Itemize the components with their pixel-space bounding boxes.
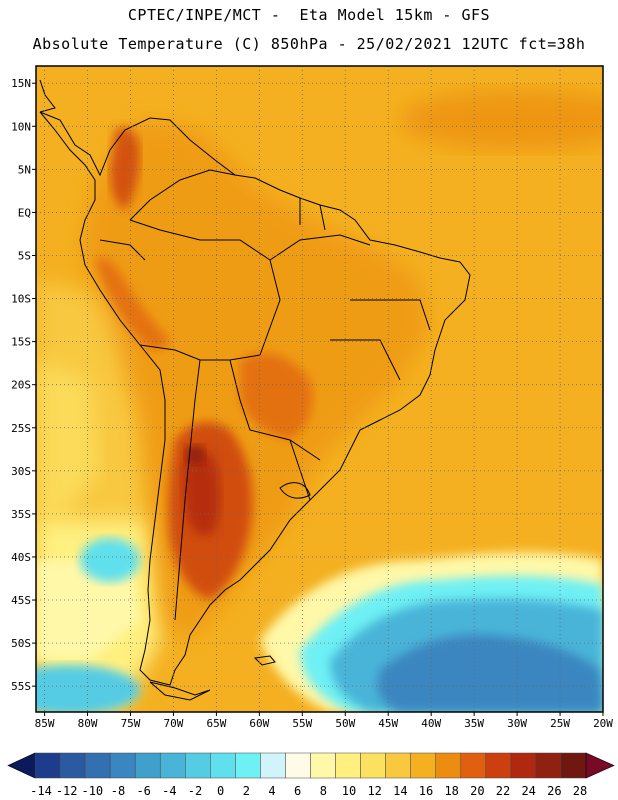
colorbar-label: 14	[393, 784, 407, 798]
lon-tick-label: 50W	[335, 717, 355, 730]
colorbar-label: -4	[162, 784, 176, 798]
colorbar-label: -8	[111, 784, 125, 798]
colorbar-label: 2	[243, 784, 250, 798]
lon-tick-label: 40W	[421, 717, 441, 730]
lat-tick-label: EQ	[18, 206, 31, 219]
colorbar-label: -12	[56, 784, 78, 798]
lon-tick-label: 65W	[206, 717, 226, 730]
colorbar-label: -6	[136, 784, 150, 798]
lon-tick-label: 60W	[249, 717, 269, 730]
colorbar-swatch	[210, 752, 236, 779]
lat-tick-label: 35S	[11, 508, 31, 521]
colorbar-swatch	[560, 752, 587, 779]
lon-tick-label: 25W	[550, 717, 570, 730]
lat-tick-label: 30S	[11, 465, 31, 478]
lon-tick-label: 55W	[292, 717, 312, 730]
lon-tick-label: 80W	[78, 717, 98, 730]
colorbar-swatch	[535, 752, 562, 779]
lon-tick-label: 20W	[593, 717, 613, 730]
colorbar-swatch	[134, 752, 161, 779]
lat-tick-label: 15N	[11, 77, 31, 90]
lon-tick-label: 30W	[507, 717, 527, 730]
colorbar-swatch	[410, 752, 436, 779]
colorbar-swatch	[185, 752, 211, 779]
colorbar-swatch	[59, 752, 86, 779]
colorbar-swatch	[285, 752, 311, 779]
colorbar-swatch	[235, 752, 261, 779]
colorbar-label: 0	[217, 784, 224, 798]
colorbar-swatch	[360, 752, 386, 779]
colorbar-label: 16	[419, 784, 433, 798]
temperature-field	[36, 66, 603, 712]
colorbar-swatch	[485, 752, 512, 779]
axis-ticks: 85W 80W 75W 70W 65W 60W 55W 50W 45W 40W 35W 30W 25W 2…	[11, 77, 613, 730]
coastline	[39, 79, 471, 701]
colorbar-label: 20	[470, 784, 484, 798]
colorbar: -14 -12 -10 -8 -6 -4 -2 0 2 4 6 8 10 12 14 16 18 20 22 24 26…	[7, 752, 615, 798]
lat-tick-label: 25S	[11, 422, 31, 435]
lat-tick-label: 50S	[11, 637, 31, 650]
colorbar-label: -14	[30, 784, 52, 798]
colorbar-label: 10	[342, 784, 356, 798]
colorbar-label: 6	[294, 784, 301, 798]
colorbar-label: -2	[188, 784, 202, 798]
lat-tick-label: 5S	[18, 249, 31, 262]
colorbar-swatch	[385, 752, 411, 779]
colorbar-swatch	[510, 752, 537, 779]
colorbar-swatch	[84, 752, 111, 779]
lat-tick-label: 15S	[11, 336, 31, 349]
map-title-line1: CPTEC/INPE/MCT - Eta Model 15km - GFS	[127, 6, 491, 24]
lon-tick-label: 75W	[121, 717, 141, 730]
map-frame	[35, 65, 604, 713]
colorbar-label: 8	[320, 784, 327, 798]
colorbar-swatch	[460, 752, 487, 779]
lon-tick-label: 85W	[35, 717, 55, 730]
colorbar-swatch	[34, 752, 61, 779]
colorbar-swatch	[109, 752, 136, 779]
lat-tick-label: 40S	[11, 551, 31, 564]
lon-tick-label: 70W	[164, 717, 184, 730]
colorbar-label: 24	[521, 784, 535, 798]
colorbar-swatch	[435, 752, 462, 779]
lat-tick-label: 10N	[11, 120, 31, 133]
colorbar-label: -10	[81, 784, 103, 798]
colorbar-label: 28	[573, 784, 587, 798]
graticule	[36, 66, 603, 712]
colorbar-under-arrow	[7, 752, 36, 779]
lat-tick-label: 10S	[11, 293, 31, 306]
colorbar-label: 4	[268, 784, 275, 798]
colorbar-label: 18	[444, 784, 458, 798]
lat-tick-label: 20S	[11, 379, 31, 392]
colorbar-label: 26	[547, 784, 561, 798]
colorbar-over-arrow	[585, 752, 615, 779]
colorbar-label: 22	[496, 784, 510, 798]
colorbar-swatch	[159, 752, 186, 779]
colorbar-swatch	[335, 752, 361, 779]
colorbar-swatch	[260, 752, 286, 779]
map-title-line2: Absolute Temperature (C) 850hPa - 25/02/…	[32, 35, 586, 53]
colorbar-label: 12	[367, 784, 381, 798]
lat-tick-label: 5N	[18, 163, 31, 176]
lon-tick-label: 45W	[378, 717, 398, 730]
colorbar-swatch	[310, 752, 336, 779]
lat-tick-label: 55S	[11, 680, 31, 693]
lat-tick-label: 45S	[11, 594, 31, 607]
lon-tick-label: 35W	[464, 717, 484, 730]
